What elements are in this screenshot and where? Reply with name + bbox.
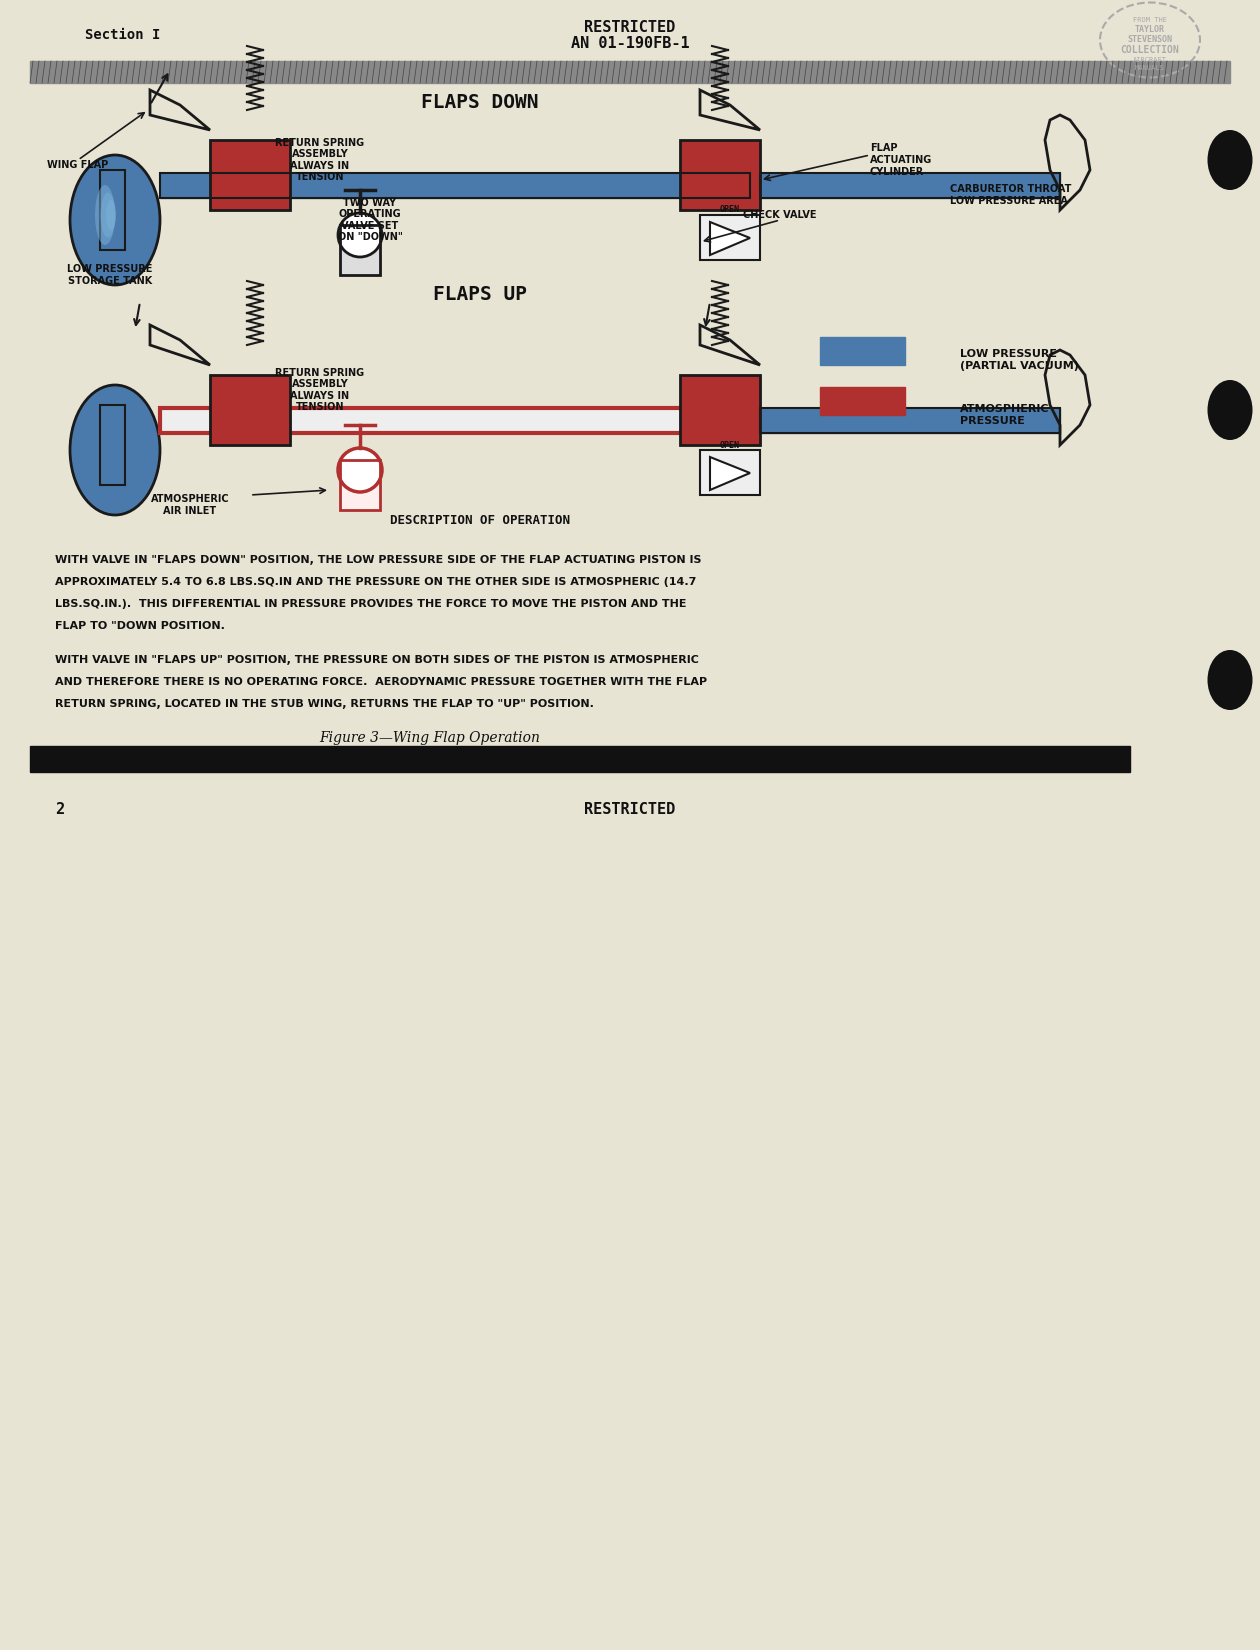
Bar [760,408,1060,432]
Text: RETURN SPRING
ASSEMBLY
ALWAYS IN
TENSION: RETURN SPRING ASSEMBLY ALWAYS IN TENSION [276,137,364,183]
Ellipse shape [71,384,160,515]
Text: WING FLAP: WING FLAP [48,160,108,170]
Text: RETURN SPRING
ASSEMBLY
ALWAYS IN
TENSION: RETURN SPRING ASSEMBLY ALWAYS IN TENSION [276,368,364,412]
Text: RESTRICTED: RESTRICTED [585,20,675,36]
Ellipse shape [1207,380,1252,441]
Text: OPEN: OPEN [719,441,740,449]
Text: TWO WAY
OPERATING
VALVE SET
ON "DOWN": TWO WAY OPERATING VALVE SET ON "DOWN" [338,198,402,243]
Bar [680,140,760,210]
Text: MANUALS: MANUALS [1135,64,1166,71]
Text: ATMOSPHERIC
AIR INLET: ATMOSPHERIC AIR INLET [151,495,229,516]
Text: COLLECTION: COLLECTION [1120,45,1179,54]
Bar [680,140,760,210]
Bar [100,404,125,485]
Text: LBS.SQ.IN.).  THIS DIFFERENTIAL IN PRESSURE PROVIDES THE FORCE TO MOVE THE PISTO: LBS.SQ.IN.). THIS DIFFERENTIAL IN PRESSU… [55,599,687,609]
Bar [30,746,1130,772]
Bar [680,375,760,446]
Text: ATMOSPHERIC
PRESSURE: ATMOSPHERIC PRESSURE [960,404,1050,426]
Text: TAYLOR: TAYLOR [1135,25,1166,35]
Text: Section I: Section I [84,28,160,41]
Text: FLAP TO "DOWN POSITION.: FLAP TO "DOWN POSITION. [55,620,224,630]
Text: WITH VALVE IN "FLAPS UP" POSITION, THE PRESSURE ON BOTH SIDES OF THE PISTON IS A: WITH VALVE IN "FLAPS UP" POSITION, THE P… [55,655,699,665]
Bar [760,173,1060,198]
Bar [760,173,1060,198]
Polygon shape [709,457,750,490]
Ellipse shape [106,200,116,229]
Bar [160,408,750,432]
Bar [100,170,125,251]
Bar [340,224,381,276]
Bar [701,450,760,495]
Bar [701,214,760,261]
Ellipse shape [94,185,115,244]
Bar [340,460,381,510]
Text: LOW PRESSURE
(PARTIAL VACUUM): LOW PRESSURE (PARTIAL VACUUM) [960,350,1079,371]
Text: AND THEREFORE THERE IS NO OPERATING FORCE.  AERODYNAMIC PRESSURE TOGETHER WITH T: AND THEREFORE THERE IS NO OPERATING FORC… [55,676,707,686]
Text: 2: 2 [55,802,64,817]
Bar [340,224,381,276]
Text: OPEN: OPEN [719,206,740,214]
Text: AN 01-190FB-1: AN 01-190FB-1 [571,36,689,51]
Bar [340,460,381,510]
Text: RETURN SPRING, LOCATED IN THE STUB WING, RETURNS THE FLAP TO "UP" POSITION.: RETURN SPRING, LOCATED IN THE STUB WING,… [55,700,593,710]
Bar [820,388,905,416]
Text: APPROXIMATELY 5.4 TO 6.8 LBS.SQ.IN AND THE PRESSURE ON THE OTHER SIDE IS ATMOSPH: APPROXIMATELY 5.4 TO 6.8 LBS.SQ.IN AND T… [55,578,697,587]
Text: WITH VALVE IN "FLAPS DOWN" POSITION, THE LOW PRESSURE SIDE OF THE FLAP ACTUATING: WITH VALVE IN "FLAPS DOWN" POSITION, THE… [55,554,702,564]
Bar [820,337,905,365]
Bar [680,375,760,446]
Bar [210,140,290,210]
Bar [30,61,1230,82]
Ellipse shape [1207,130,1252,190]
Bar [160,173,750,198]
Bar [210,140,290,210]
Text: CHECK VALVE: CHECK VALVE [743,210,816,219]
Bar [210,375,290,446]
Bar [100,170,125,251]
Bar [760,408,1060,432]
Text: LOW PRESSURE
STORAGE TANK: LOW PRESSURE STORAGE TANK [67,264,152,285]
Text: Figure 3—Wing Flap Operation: Figure 3—Wing Flap Operation [320,731,541,746]
Circle shape [338,213,382,257]
Text: FLAPS DOWN: FLAPS DOWN [421,92,539,112]
Text: RESTRICTED: RESTRICTED [585,802,675,817]
Circle shape [338,449,382,492]
Text: FLAP
ACTUATING
CYLINDER: FLAP ACTUATING CYLINDER [869,144,932,177]
Ellipse shape [71,155,160,285]
Ellipse shape [101,193,116,238]
Bar [160,408,750,432]
Text: DESCRIPTION OF OPERATION: DESCRIPTION OF OPERATION [391,513,570,526]
Bar [160,173,750,198]
Polygon shape [709,223,750,256]
Text: CARBURETOR THROAT
LOW PRESSURE AREA: CARBURETOR THROAT LOW PRESSURE AREA [950,185,1071,206]
Ellipse shape [1207,650,1252,710]
Text: STEVENSON: STEVENSON [1128,36,1173,45]
Bar [100,404,125,485]
Text: FLAPS UP: FLAPS UP [433,285,527,305]
Bar [210,375,290,446]
Text: FROM THE: FROM THE [1133,16,1167,23]
Text: AIRCRAFT: AIRCRAFT [1133,58,1167,63]
